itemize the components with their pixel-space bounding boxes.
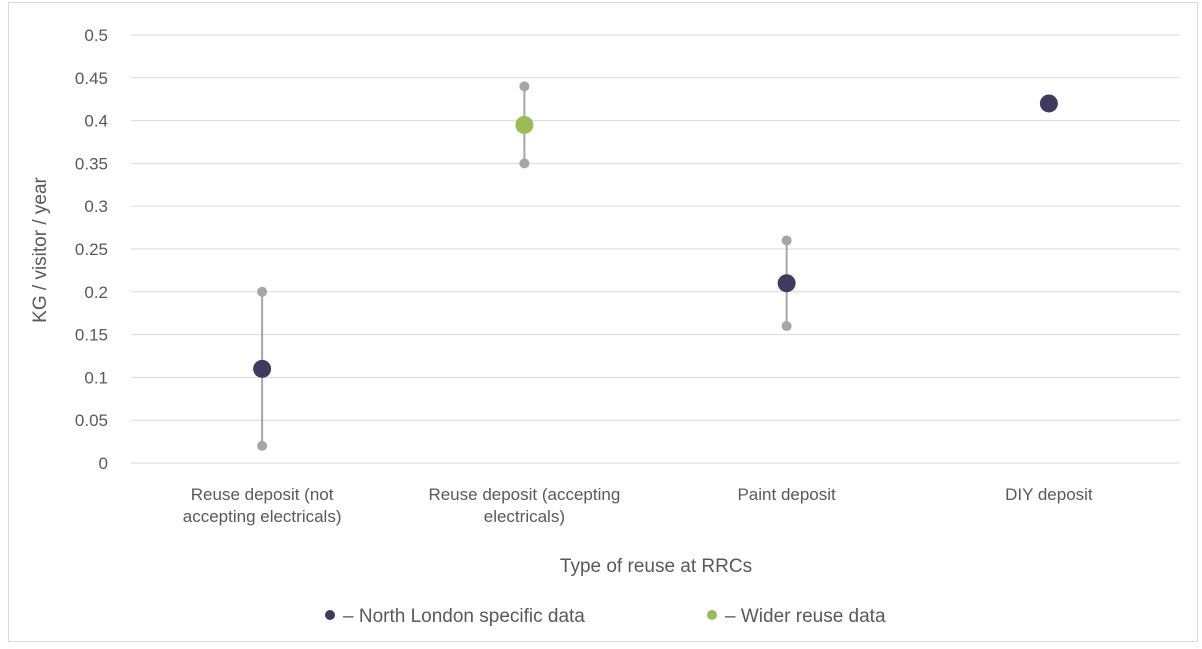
range-low-marker: [257, 440, 268, 451]
range-lines: [261, 86, 788, 446]
x-axis-title: Type of reuse at RRCs: [560, 556, 752, 577]
y-tick-label: 0.35: [75, 154, 108, 173]
y-tick-label: 0.45: [75, 69, 108, 88]
y-tick-label: 0.2: [84, 283, 108, 302]
x-tick-label: Reuse deposit (accepting electricals): [428, 485, 620, 526]
legend-label: – North London specific data: [343, 606, 585, 627]
legend: – North London specific data – Wider reus…: [325, 606, 886, 627]
y-tick-label: 0.5: [84, 26, 108, 45]
category-labels: Reuse deposit (not accepting electricals)…: [183, 485, 1093, 526]
data-point: [777, 274, 796, 293]
y-axis-title: KG / visitor / year: [30, 176, 51, 322]
x-tick-label: Reuse deposit (not accepting electricals): [183, 485, 342, 526]
y-tick-labels: 0 0.05 0.1 0.15 0.2 0.25 0.3 0.35 0.4 0.45 0.5: [75, 26, 108, 473]
legend-label: – Wider reuse data: [725, 606, 886, 627]
y-tick-label: 0.1: [84, 368, 108, 387]
range-high-marker: [781, 235, 792, 246]
x-tick-label: Paint deposit: [737, 485, 836, 504]
data-point: [253, 359, 272, 378]
y-tick-label: 0.4: [84, 112, 108, 131]
range-ends: [257, 81, 792, 451]
range-low-marker: [519, 158, 530, 169]
legend-marker: [707, 610, 717, 620]
y-tick-label: 0.15: [75, 326, 108, 345]
chart-frame: [8, 2, 1198, 642]
gridlines: [131, 34, 1180, 464]
y-tick-label: 0.25: [75, 240, 108, 259]
range-high-marker: [519, 81, 530, 92]
data-point: [515, 115, 534, 134]
data-point: [1039, 94, 1058, 113]
legend-marker: [325, 610, 335, 620]
y-tick-label: 0: [99, 454, 108, 473]
x-tick-label: DIY deposit: [1005, 485, 1093, 504]
range-low-marker: [781, 321, 792, 332]
y-tick-label: 0.3: [84, 197, 108, 216]
y-tick-label: 0.05: [75, 411, 108, 430]
range-high-marker: [257, 286, 268, 297]
data-points: [253, 94, 1058, 378]
